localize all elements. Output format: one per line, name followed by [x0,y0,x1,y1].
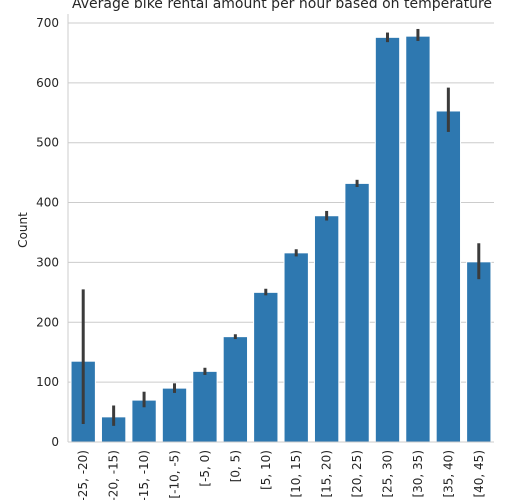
x-tick-labels: [-25, -20) [-20, -15) [-15, -10) [-10, -5) [… [76,450,486,500]
bar [374,36,401,443]
x-tick-label: [-25, -20) [76,450,90,500]
y-tick-label: 400 [36,196,59,210]
y-tick-label: 200 [36,315,59,329]
x-tick-label: [15, 20) [320,450,334,498]
bars [70,35,492,443]
y-tick-label: 100 [36,375,59,389]
bar [435,110,462,443]
grid-lines [68,22,494,443]
x-tick-label: [10, 15) [289,450,303,498]
x-tick-label: [-15, -10) [137,450,151,500]
chart-title: Average bike rental amount per hour base… [72,0,492,12]
y-tick-labels: 0 100 200 300 400 500 600 700 [36,16,59,449]
error-bars [81,28,481,426]
y-tick-label: 0 [51,435,59,449]
bar [405,35,431,443]
x-tick-label: [-20, -15) [107,450,121,500]
bar [344,182,370,443]
y-tick-label: 700 [36,16,59,30]
x-tick-label: [-10, -5) [168,450,182,499]
x-tick-label: [25, 30) [381,450,395,498]
x-tick-label: [40, 45) [472,450,486,498]
y-tick-label: 500 [36,136,59,150]
x-tick-label: [0, 5) [228,450,242,482]
y-axis-label: Count [16,212,30,248]
bar [283,252,309,443]
x-tick-label: [20, 25) [350,450,364,498]
bar [222,336,249,443]
bar [253,291,279,443]
x-tick-label: [30, 35) [411,450,425,498]
x-tick-label: [-5, 0) [198,450,212,487]
bar [466,261,492,443]
x-tick-label: [5, 10) [259,450,273,490]
bar [192,370,218,443]
y-tick-label: 300 [36,255,59,269]
bar [313,215,340,443]
x-tick-label: [35, 40) [441,450,455,498]
y-tick-label: 600 [36,76,59,90]
bar [161,387,188,443]
axes [67,14,494,443]
